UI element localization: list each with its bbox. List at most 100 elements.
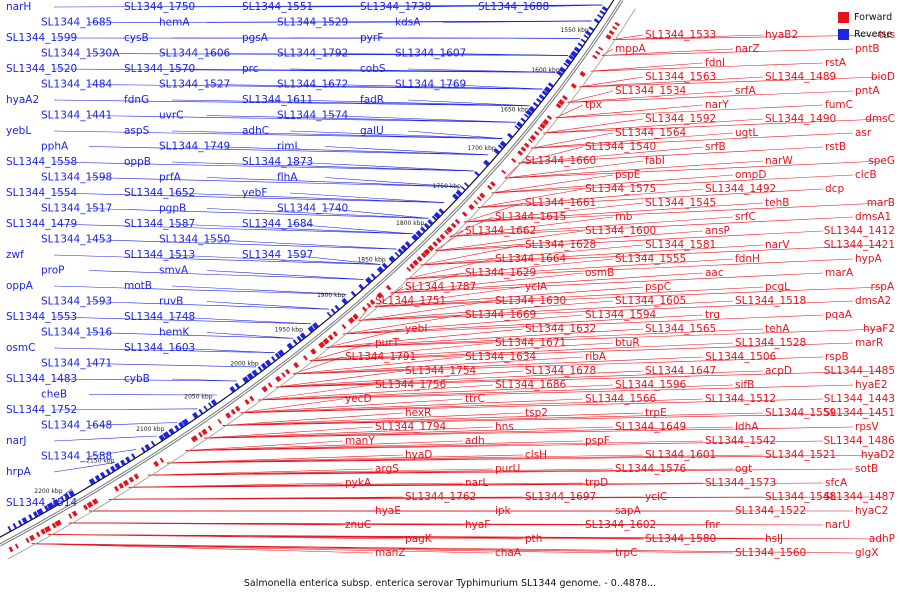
reverse-leader-line <box>206 239 397 250</box>
forward-gene-label: SL1344_1555 <box>615 253 686 265</box>
forward-gene-arrow <box>318 341 326 349</box>
reverse-leader-line <box>289 130 503 139</box>
forward-gene-label: pcgL <box>765 281 790 293</box>
reverse-gene-arrow <box>558 66 566 73</box>
reverse-gene-arrow <box>181 418 189 426</box>
forward-gene-label: clcB <box>855 169 877 181</box>
forward-leader-line <box>390 272 824 294</box>
reverse-gene-arrow <box>565 58 572 65</box>
forward-gene-label: marB <box>867 197 895 209</box>
legend-forward-label: Forward <box>854 12 893 23</box>
forward-gene-arrow <box>546 114 553 120</box>
reverse-gene-arrow <box>229 385 236 393</box>
reverse-gene-arrow <box>158 434 165 441</box>
forward-leader-line <box>222 412 644 426</box>
forward-gene-label: SL1344_1671 <box>495 337 566 349</box>
reverse-gene-arrow <box>400 244 407 252</box>
forward-gene-label: dmsC <box>865 113 895 125</box>
forward-gene-label: SL1344_1794 <box>375 421 447 433</box>
reverse-gene-arrow <box>370 273 376 279</box>
forward-gene-label: ttrC <box>465 393 485 405</box>
forward-gene-arrow <box>113 485 119 492</box>
forward-gene-arrow <box>361 306 368 312</box>
reverse-gene-arrow <box>311 322 319 329</box>
forward-leader-line <box>449 216 734 237</box>
reverse-gene-arrow <box>585 30 592 36</box>
reverse-leader-line <box>171 99 530 107</box>
reverse-gene-label: SL1344_1471 <box>41 358 112 370</box>
forward-gene-arrow <box>432 241 438 247</box>
reverse-leader-line <box>525 4 603 8</box>
reverse-leader-line <box>171 192 444 203</box>
forward-gene-arrow <box>234 405 241 412</box>
forward-leader-line <box>185 440 824 451</box>
reverse-gene-arrow <box>168 428 175 435</box>
forward-gene-label: fumC <box>825 99 853 111</box>
forward-leader-line <box>420 244 644 266</box>
forward-gene-label: trpE <box>645 407 667 419</box>
forward-leader-line <box>275 370 884 388</box>
reverse-leader-line <box>289 254 381 265</box>
backbone-line <box>0 0 622 545</box>
forward-gene-label: SL1344_1632 <box>525 323 596 335</box>
reverse-gene-label: SL1344_1551 <box>242 1 313 13</box>
reverse-leader-line <box>88 146 489 156</box>
forward-gene-arrow <box>517 150 524 156</box>
reverse-leader-line <box>88 449 137 457</box>
forward-gene-arrow <box>29 534 36 541</box>
forward-leader-line <box>463 202 644 223</box>
forward-leader-line <box>31 543 734 554</box>
forward-gene-arrow <box>122 479 130 487</box>
forward-gene-label: speG <box>868 155 895 167</box>
reverse-gene-label: SL1344_1529 <box>277 17 348 29</box>
reverse-gene-arrow <box>388 255 396 263</box>
forward-gene-label: hyaD <box>405 449 432 461</box>
forward-gene-label: SL1344_1697 <box>525 491 596 503</box>
forward-gene-label: manZ <box>375 547 406 559</box>
bp-scale-label: 2050 kbp <box>184 394 212 401</box>
forward-gene-arrow <box>347 316 355 324</box>
forward-gene-arrow <box>225 412 232 419</box>
reverse-gene-label: prc <box>242 63 259 75</box>
reverse-gene-arrow <box>277 349 285 357</box>
forward-gene-label: adhP <box>869 533 895 545</box>
forward-gene-arrow <box>592 54 598 60</box>
forward-gene-arrow <box>369 299 376 305</box>
forward-leader-line <box>275 370 764 388</box>
forward-leader-line <box>590 62 704 72</box>
reverse-gene-arrow <box>601 5 608 12</box>
forward-gene-label: SL1344_1506 <box>705 351 777 363</box>
forward-gene-arrow <box>322 337 330 345</box>
forward-leader-line <box>358 300 614 321</box>
forward-gene-label: SL1344_1662 <box>465 225 536 237</box>
forward-leader-line <box>342 314 464 335</box>
reverse-gene-label: SL1344_1517 <box>41 203 112 215</box>
forward-leader-line <box>240 398 464 414</box>
forward-gene-arrow <box>267 382 273 388</box>
forward-gene-label: purT <box>375 337 400 349</box>
forward-gene-label: SL1344_1601 <box>645 449 716 461</box>
reverse-leader-line <box>53 378 237 382</box>
forward-leader-line <box>612 34 644 40</box>
reverse-gene-arrow <box>543 86 551 93</box>
forward-gene-label: SL1344_1602 <box>585 519 656 531</box>
reverse-gene-label: SL1344_1748 <box>124 311 195 323</box>
reverse-gene-arrow <box>330 308 336 314</box>
forward-gene-arrow <box>261 385 268 393</box>
forward-leader-line <box>275 370 524 388</box>
reverse-gene-label: proP <box>41 265 65 277</box>
reverse-gene-arrow <box>274 352 281 359</box>
reverse-gene-arrow <box>12 522 17 529</box>
legend-forward: Forward <box>838 9 892 26</box>
forward-gene-arrow <box>420 252 427 258</box>
forward-leader-line <box>292 356 824 375</box>
forward-gene-label: ugtL <box>735 127 758 139</box>
reverse-gene-label: yebL <box>6 125 31 137</box>
forward-gene-arrow <box>249 395 255 402</box>
reverse-gene-label: SL1344_1441 <box>41 110 112 122</box>
reverse-leader-line <box>53 462 116 473</box>
reverse-gene-arrow <box>483 159 490 167</box>
reverse-leader-line <box>407 99 530 107</box>
reverse-gene-arrow <box>150 440 156 446</box>
forward-leader-line <box>420 244 764 266</box>
